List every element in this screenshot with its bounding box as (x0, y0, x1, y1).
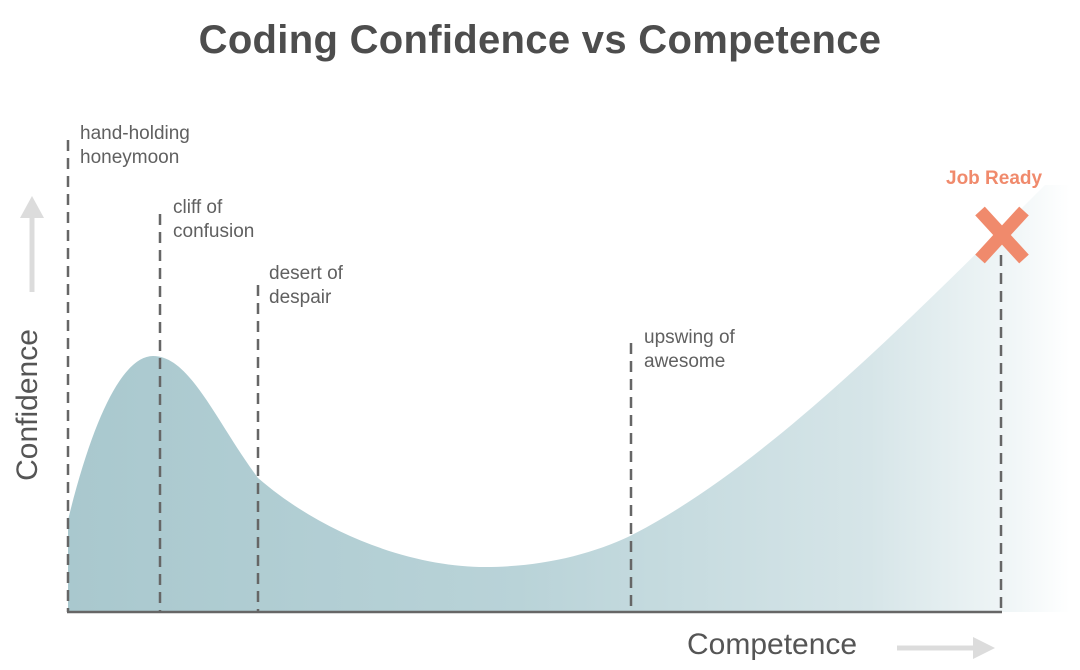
stage-label-despair: desert of despair (269, 262, 343, 310)
stage-label-line: despair (269, 287, 332, 308)
y-axis-label: Confidence (11, 329, 44, 481)
stage-label-line: desert of (269, 263, 343, 284)
stage-label-line: honeymoon (80, 147, 180, 168)
stage-label-line: cliff of (173, 197, 223, 218)
job-ready-label: Job Ready (946, 168, 1043, 189)
x-mark-icon (975, 206, 1029, 264)
x-axis-label: Competence (687, 628, 858, 661)
stage-label-confusion: cliff of confusion (173, 196, 254, 244)
arrow-up-icon (20, 196, 44, 292)
stage-label-line: upswing of (644, 327, 735, 348)
stage-label-line: confusion (173, 221, 255, 242)
stage-label-line: hand-holding (80, 123, 190, 144)
confidence-curve-area (68, 185, 1070, 612)
stage-label-honeymoon: hand-holding honeymoon (80, 122, 190, 170)
stage-label-awesome: upswing of awesome (644, 326, 735, 374)
page-title: Coding Confidence vs Competence (198, 18, 882, 62)
stage-label-line: awesome (644, 351, 726, 372)
arrow-right-icon (897, 637, 995, 659)
